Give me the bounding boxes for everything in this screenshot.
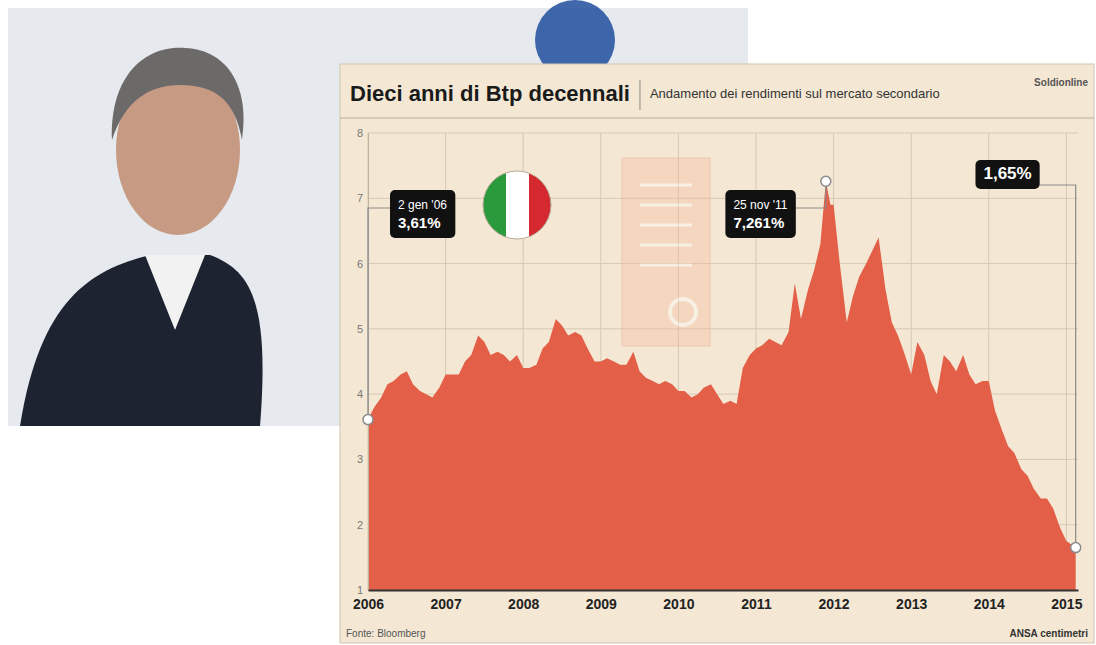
x-tick: 2015 <box>1051 590 1082 612</box>
annotation-value: 3,61% <box>398 214 441 231</box>
y-tick: 3 <box>357 453 368 465</box>
credit: ANSA centimetri <box>1009 628 1088 639</box>
flag-icon <box>483 171 552 239</box>
document-line <box>640 184 692 187</box>
y-tick-label: 3 <box>357 453 363 465</box>
photo-shirt <box>145 255 205 330</box>
y-tick: 1 <box>357 584 368 596</box>
document-seal <box>670 299 696 325</box>
annotation-value: 7,261% <box>733 214 784 231</box>
logo: Soldionline <box>1034 77 1088 88</box>
y-tick-label: 5 <box>357 323 363 335</box>
plot-area <box>368 181 1076 590</box>
y-tick-label: 2 <box>357 519 363 531</box>
y-tick-label: 7 <box>357 192 363 204</box>
y-tick: 8 <box>357 127 368 139</box>
annotation-value: 1,65% <box>983 164 1031 183</box>
annotation: 2 gen '06 3,61% <box>363 190 455 425</box>
x-axis: 2006 2007 2008 2009 2010 2011 2012 2013 2014 2015 <box>353 590 1083 612</box>
x-tick: 2010 <box>663 590 694 612</box>
x-tick-label: 2012 <box>818 596 849 612</box>
annotation: 25 nov '11 7,261% <box>725 176 830 238</box>
annotation-leader <box>796 181 826 208</box>
title: Dieci anni di Btp decennali <box>350 81 630 106</box>
annotations: 2 gen '06 3,61% 25 nov '11 7,261% 1,65% <box>363 160 1081 553</box>
annotation-box <box>390 190 455 238</box>
x-tick-label: 2015 <box>1051 596 1082 612</box>
chart-panel <box>340 64 1094 643</box>
annotation-point <box>1071 543 1081 553</box>
y-tick: 7 <box>357 192 368 204</box>
annotation-box <box>725 190 795 238</box>
source: Fonte: Bloomberg <box>346 628 426 639</box>
y-tick: 5 <box>357 323 368 335</box>
x-tick: 2008 <box>508 590 539 612</box>
y-tick: 6 <box>357 258 368 270</box>
y-tick-label: 1 <box>357 584 363 596</box>
grid <box>368 133 1078 590</box>
x-tick-label: 2006 <box>353 596 384 612</box>
photo-hair <box>112 48 244 140</box>
document-line <box>640 204 692 207</box>
y-tick-label: 8 <box>357 127 363 139</box>
grid-line-y <box>368 328 1078 329</box>
y-tick-label: 4 <box>357 388 363 400</box>
annotation-point <box>363 415 373 425</box>
document-line <box>640 224 692 227</box>
y-tick: 4 <box>357 388 368 400</box>
grid-line-y <box>368 198 1078 199</box>
y-tick: 2 <box>357 519 368 531</box>
flag-stripe <box>506 171 529 239</box>
annotation-box <box>975 160 1039 189</box>
x-tick: 2011 <box>741 590 772 612</box>
title-divider <box>639 80 640 110</box>
flag-ring <box>483 171 551 239</box>
annotation-label: 25 nov '11 <box>733 198 787 212</box>
flag-stripe <box>483 171 506 239</box>
yield-area <box>368 181 1076 590</box>
annotation-leader <box>368 208 390 420</box>
x-tick-label: 2009 <box>586 596 617 612</box>
chart-root: Dieci anni di Btp decennali Soldionline An… <box>0 0 1096 645</box>
x-tick-label: 2011 <box>741 596 772 612</box>
x-tick: 2013 <box>896 590 927 612</box>
photo-suit <box>20 255 263 426</box>
grid-line-y <box>368 133 1078 134</box>
x-tick-label: 2013 <box>896 596 927 612</box>
annotation-point <box>821 176 831 186</box>
document-line <box>640 244 692 247</box>
subtitle: Andamento dei rendimenti sul mercato sec… <box>650 86 940 101</box>
x-tick: 2006 <box>353 590 384 612</box>
x-tick-label: 2008 <box>508 596 539 612</box>
grid-line-y <box>368 263 1078 264</box>
y-tick-label: 6 <box>357 258 363 270</box>
x-tick: 2014 <box>974 590 1005 612</box>
document-sheet <box>622 158 710 346</box>
x-tick-label: 2007 <box>431 596 462 612</box>
x-tick-label: 2014 <box>974 596 1005 612</box>
annotation: 1,65% <box>975 160 1080 553</box>
y-axis: 1 2 3 4 5 6 7 8 <box>357 127 369 596</box>
x-tick: 2012 <box>818 590 849 612</box>
x-axis-line <box>369 590 1079 592</box>
flag-stripe <box>529 171 552 239</box>
grid-line-y <box>368 590 1078 591</box>
document-icon <box>622 158 710 346</box>
document-line <box>640 264 692 267</box>
x-tick: 2009 <box>586 590 617 612</box>
x-tick: 2007 <box>431 590 462 612</box>
annotation-label: 2 gen '06 <box>398 198 447 212</box>
x-tick-label: 2010 <box>663 596 694 612</box>
annotation-leader <box>1040 185 1076 548</box>
title-rule <box>340 118 1094 119</box>
grid-line-x <box>1066 133 1067 590</box>
